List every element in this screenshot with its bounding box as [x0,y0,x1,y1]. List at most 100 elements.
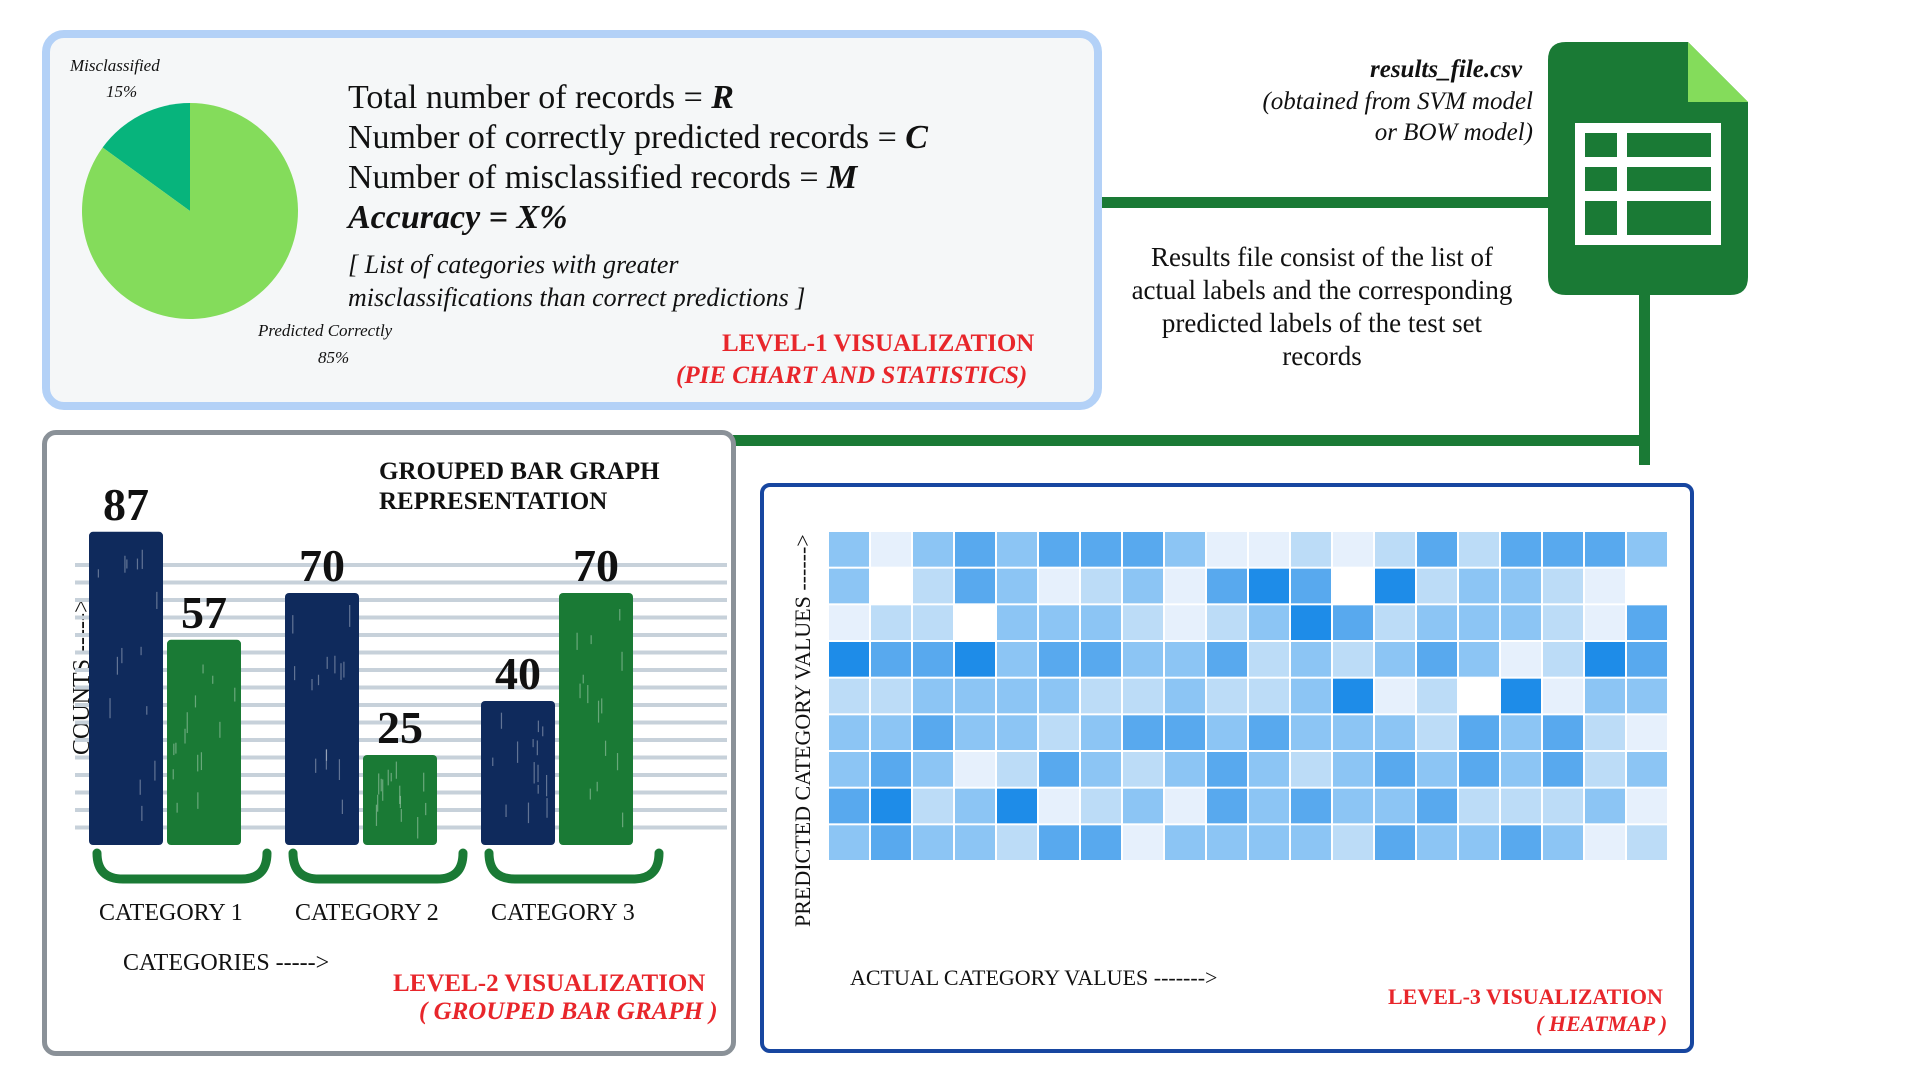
level1-subtitle: (PIE CHART AND STATISTICS) [676,362,1027,390]
heatmap-cell [829,752,869,787]
results-file-source-line1: (obtained from SVM model [1262,86,1533,117]
heatmap-cell [1585,789,1625,824]
heatmap-cell [1417,715,1457,750]
heatmap-cell [1081,715,1121,750]
heatmap-cell [1249,605,1289,640]
heatmap-cell [1039,715,1079,750]
level3-title: LEVEL-3 VISUALIZATION [1388,984,1663,1010]
heatmap-cell [955,825,995,860]
heatmap-cell [1207,532,1247,567]
heatmap-cell [1417,789,1457,824]
results-description-line3: predicted labels of the test set [1102,307,1542,340]
heatmap-cell [1207,605,1247,640]
heatmap-cell [1375,642,1415,677]
heatmap-cell [1585,569,1625,604]
category-bracket-1 [97,853,267,879]
heatmap-cell [1543,752,1583,787]
spreadsheet-icon-fold [1688,42,1748,102]
category-list-note-line2: misclassifications than correct predicti… [348,281,805,314]
heatmap-cell [1543,642,1583,677]
heatmap-cell [1039,825,1079,860]
heatmap-cell [829,825,869,860]
bar-2-series-a [285,593,359,845]
heatmap-cell [1627,752,1667,787]
heatmap-cell [1375,752,1415,787]
heatmap-cell [1585,752,1625,787]
heatmap-cell [1039,752,1079,787]
heatmap-cell [871,789,911,824]
heatmap-cell [1627,679,1667,714]
heatmap-cell [1459,605,1499,640]
heatmap-cell [1333,825,1373,860]
heatmap-cell [1375,789,1415,824]
bar-value-3-series-a: 40 [471,647,565,700]
level3-subtitle: ( HEATMAP ) [1536,1011,1667,1037]
heatmap-cell [1123,605,1163,640]
heatmap-cell [1291,679,1331,714]
heatmap-cell [871,569,911,604]
heatmap-cell [1249,752,1289,787]
heatmap-cell [913,569,953,604]
bar-3-series-b [559,593,633,845]
heatmap-cell [1081,569,1121,604]
heatmap-cell [997,789,1037,824]
level2-title: LEVEL-2 VISUALIZATION [393,970,705,998]
heatmap-cell [1585,715,1625,750]
heatmap-cell [955,715,995,750]
heatmap-cell [1039,679,1079,714]
category-bracket-2 [293,853,463,879]
heatmap-cell [913,789,953,824]
heatmap-cell [1207,825,1247,860]
heatmap-cell [997,532,1037,567]
heatmap-cell [1333,569,1373,604]
bar-value-2-series-b: 25 [353,701,447,754]
heatmap-cell [955,679,995,714]
stat-total-var: R [711,79,734,116]
heatmap-cell [1249,715,1289,750]
heatmap-cell [1375,532,1415,567]
heatmap-cell [1543,715,1583,750]
heatmap-cell [1501,789,1541,824]
heatmap-cell [1459,679,1499,714]
heatmap-cell [829,569,869,604]
heatmap-cell [997,825,1037,860]
heatmap-cell [1459,825,1499,860]
heatmap-cell [1627,825,1667,860]
heatmap-cell [1375,825,1415,860]
heatmap-cell [1627,789,1667,824]
heatmap-cell [1249,569,1289,604]
heatmap-cell [1543,605,1583,640]
heatmap-cell [1291,605,1331,640]
heatmap-cell [1627,715,1667,750]
heatmap-cell [1081,605,1121,640]
heatmap-cell [1459,752,1499,787]
stat-total-text: Total number of records = [348,79,711,116]
heatmap-cell [829,642,869,677]
heatmap-cell [1543,789,1583,824]
heatmap-cell [1417,679,1457,714]
category-label-3: CATEGORY 3 [491,900,635,927]
heatmap-cell [1165,752,1205,787]
heatmap-cell [1417,825,1457,860]
heatmap-cell [913,532,953,567]
stat-correct-records: Number of correctly predicted records = … [348,118,928,158]
heatmap-cell [1207,789,1247,824]
heatmap-cell [1123,789,1163,824]
heatmap-cell [1585,605,1625,640]
heatmap-cell [829,789,869,824]
bar-1-series-a [89,532,163,845]
heatmap-cell [1459,789,1499,824]
results-description-line1: Results file consist of the list of [1102,241,1542,274]
heatmap-cell [871,642,911,677]
heatmap-cell [1291,715,1331,750]
pie-percent-correct: 85% [318,348,349,368]
heatmap-cell [1627,605,1667,640]
results-file-source-line2: or BOW model) [1375,117,1533,148]
heatmap-cell [1165,715,1205,750]
heatmap-cell [1585,679,1625,714]
heatmap-cell [871,752,911,787]
heatmap-cell [1165,569,1205,604]
heatmap-cell [1291,789,1331,824]
heatmap-cell [913,679,953,714]
heatmap-cell [1165,605,1205,640]
